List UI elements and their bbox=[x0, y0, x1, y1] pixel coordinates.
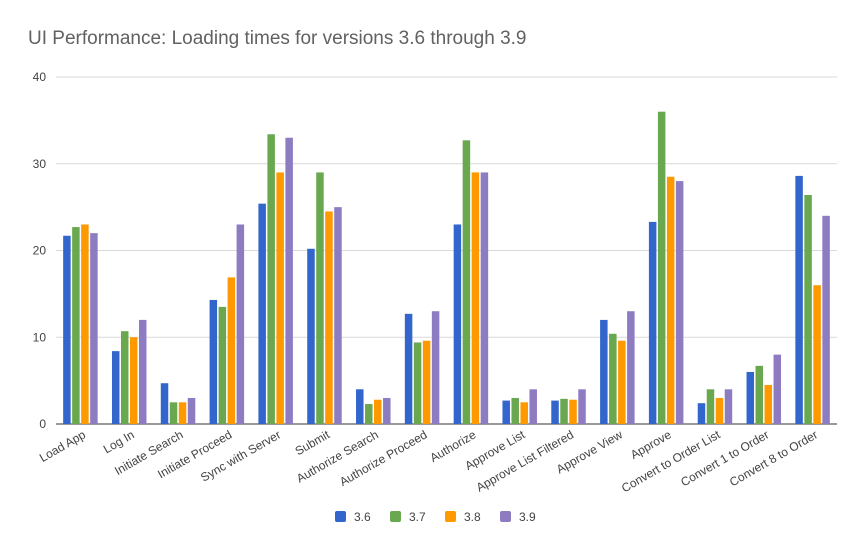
bar-3-8-convert-1-to-order bbox=[764, 384, 773, 424]
legend-label: 3.7 bbox=[409, 510, 426, 524]
bar-3-9-initiate-search bbox=[187, 397, 196, 424]
y-tick-label: 20 bbox=[33, 244, 47, 258]
legend-swatch bbox=[335, 511, 346, 522]
bar-3-8-authorize-proceed bbox=[422, 340, 431, 424]
y-tick-label: 40 bbox=[33, 70, 47, 84]
legend: 3.6 3.7 3.8 3.9 bbox=[335, 510, 536, 524]
bar-3-8-convert-to-order-list bbox=[715, 397, 724, 424]
x-tick-label: Log In bbox=[101, 427, 137, 456]
bar-3-6-approve-list bbox=[502, 400, 510, 424]
x-tick-label: Load App bbox=[37, 427, 88, 465]
y-tick-label: 0 bbox=[39, 417, 46, 431]
bar-3-8-approve bbox=[666, 176, 675, 424]
x-tick-label: Convert 1 to Order bbox=[678, 427, 771, 489]
bar-3-8-initiate-proceed bbox=[227, 277, 236, 424]
bar-3-8-sync-with-server bbox=[276, 172, 284, 424]
bar-3-6-load-app bbox=[63, 235, 71, 424]
bar-3-6-submit bbox=[307, 248, 315, 424]
bar-3-9-approve-list bbox=[529, 389, 537, 424]
bar-3-7-authorize-search bbox=[365, 404, 373, 424]
bar-3-7-approve-view bbox=[609, 333, 617, 424]
bar-3-9-convert-8-to-order bbox=[822, 215, 830, 424]
bar-3-7-approve-list-filtered bbox=[560, 398, 568, 424]
bar-3-7-submit bbox=[316, 172, 324, 424]
legend-swatch bbox=[500, 511, 511, 522]
legend-label: 3.6 bbox=[354, 510, 371, 524]
bar-3-6-authorize-search bbox=[356, 389, 364, 424]
bar-3-6-sync-with-server bbox=[258, 203, 266, 424]
bar-3-9-convert-to-order-list bbox=[724, 389, 733, 424]
bar-3-6-initiate-proceed bbox=[209, 299, 218, 424]
bar-3-8-approve-list-filtered bbox=[569, 399, 577, 424]
x-tick-label: Convert 8 to Order bbox=[727, 427, 820, 489]
bar-3-7-authorize-proceed bbox=[413, 342, 422, 424]
bars bbox=[63, 111, 830, 424]
bar-3-9-approve-list-filtered bbox=[578, 389, 586, 424]
bar-3-7-load-app bbox=[72, 227, 80, 424]
bar-3-7-initiate-proceed bbox=[218, 306, 227, 424]
bar-3-6-initiate-search bbox=[160, 383, 169, 424]
bar-3-8-load-app bbox=[81, 224, 89, 424]
bar-3-7-convert-1-to-order bbox=[755, 365, 764, 424]
bar-3-6-approve bbox=[648, 221, 657, 424]
bar-3-8-approve-list bbox=[520, 402, 528, 424]
legend-swatch bbox=[390, 511, 401, 522]
bar-3-9-authorize-search bbox=[383, 397, 391, 424]
bar-3-7-sync-with-server bbox=[267, 134, 275, 424]
bar-3-9-load-app bbox=[90, 233, 98, 424]
gridlines bbox=[56, 76, 837, 425]
y-tick-label: 30 bbox=[33, 157, 47, 171]
bar-3-8-approve-view bbox=[618, 340, 626, 424]
bar-3-9-approve bbox=[675, 181, 684, 424]
bar-3-6-log-in bbox=[111, 351, 120, 424]
bar-3-9-submit bbox=[334, 207, 342, 424]
bar-3-7-approve bbox=[657, 111, 666, 424]
bar-3-9-log-in bbox=[138, 319, 147, 424]
chart-title: UI Performance: Loading times for versio… bbox=[28, 28, 527, 49]
bar-3-9-authorize-proceed bbox=[431, 311, 440, 424]
bar-3-9-sync-with-server bbox=[285, 137, 293, 424]
bar-3-9-authorize bbox=[480, 172, 489, 424]
bar-3-6-authorize-proceed bbox=[404, 313, 413, 424]
bar-3-7-approve-list bbox=[511, 397, 519, 424]
bar-3-8-log-in bbox=[129, 337, 138, 424]
bar-3-9-approve-view bbox=[627, 311, 635, 424]
bar-3-8-initiate-search bbox=[178, 402, 187, 424]
bar-3-8-submit bbox=[325, 211, 333, 424]
bar-3-9-convert-1-to-order bbox=[773, 354, 782, 424]
bar-3-9-initiate-proceed bbox=[236, 224, 245, 424]
bar-3-8-authorize-search bbox=[374, 399, 382, 424]
bar-3-6-convert-1-to-order bbox=[746, 371, 755, 424]
bar-3-6-convert-8-to-order bbox=[795, 175, 803, 424]
bar-3-6-authorize bbox=[453, 224, 462, 424]
legend-label: 3.8 bbox=[464, 510, 481, 524]
legend-label: 3.9 bbox=[519, 510, 536, 524]
y-tick-label: 10 bbox=[33, 330, 47, 344]
bar-3-6-convert-to-order-list bbox=[697, 403, 706, 424]
x-tick-label: Authorize Proceed bbox=[337, 427, 430, 488]
legend-swatch bbox=[445, 511, 456, 522]
bar-3-7-initiate-search bbox=[169, 402, 178, 424]
bar-3-7-convert-8-to-order bbox=[804, 194, 812, 424]
y-axis-ticks: 0 10 20 30 40 bbox=[33, 70, 47, 431]
bar-3-8-authorize bbox=[471, 172, 480, 424]
bar-3-7-convert-to-order-list bbox=[706, 389, 715, 424]
bar-3-6-approve-list-filtered bbox=[551, 400, 559, 424]
bar-3-6-approve-view bbox=[600, 319, 608, 424]
bar-3-8-convert-8-to-order bbox=[813, 285, 821, 424]
bar-3-7-authorize bbox=[462, 140, 471, 424]
bar-3-7-log-in bbox=[120, 331, 129, 424]
